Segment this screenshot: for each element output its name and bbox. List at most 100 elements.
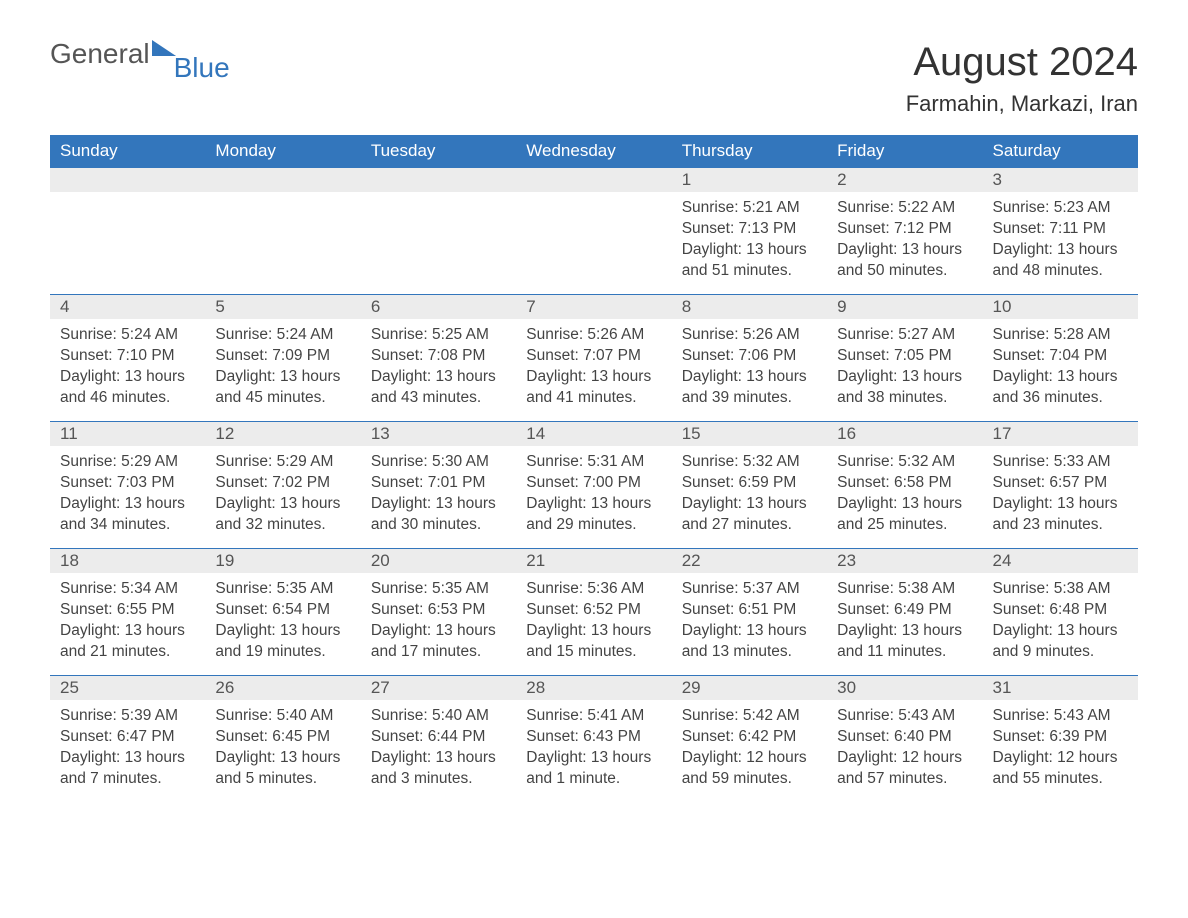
daylight-text: Daylight: 13 hours and 48 minutes. bbox=[993, 240, 1128, 282]
day-content: Sunrise: 5:32 AMSunset: 6:59 PMDaylight:… bbox=[672, 446, 827, 536]
weeks-container: 1Sunrise: 5:21 AMSunset: 7:13 PMDaylight… bbox=[50, 167, 1138, 802]
sunrise-text: Sunrise: 5:36 AM bbox=[526, 579, 661, 600]
sunset-text: Sunset: 6:39 PM bbox=[993, 727, 1128, 748]
day-content: Sunrise: 5:33 AMSunset: 6:57 PMDaylight:… bbox=[983, 446, 1138, 536]
day-number bbox=[361, 168, 516, 192]
day-number: 5 bbox=[205, 295, 360, 319]
sunset-text: Sunset: 6:51 PM bbox=[682, 600, 817, 621]
daylight-text: Daylight: 13 hours and 41 minutes. bbox=[526, 367, 661, 409]
week-row: 11Sunrise: 5:29 AMSunset: 7:03 PMDayligh… bbox=[50, 421, 1138, 548]
day-content: Sunrise: 5:26 AMSunset: 7:07 PMDaylight:… bbox=[516, 319, 671, 409]
logo-text-general: General bbox=[50, 40, 150, 68]
day-number: 11 bbox=[50, 422, 205, 446]
sunrise-text: Sunrise: 5:34 AM bbox=[60, 579, 195, 600]
day-content: Sunrise: 5:38 AMSunset: 6:48 PMDaylight:… bbox=[983, 573, 1138, 663]
sunset-text: Sunset: 6:43 PM bbox=[526, 727, 661, 748]
sunrise-text: Sunrise: 5:21 AM bbox=[682, 198, 817, 219]
sunset-text: Sunset: 7:02 PM bbox=[215, 473, 350, 494]
day-content: Sunrise: 5:25 AMSunset: 7:08 PMDaylight:… bbox=[361, 319, 516, 409]
day-content: Sunrise: 5:24 AMSunset: 7:09 PMDaylight:… bbox=[205, 319, 360, 409]
daylight-text: Daylight: 12 hours and 59 minutes. bbox=[682, 748, 817, 790]
day-content: Sunrise: 5:24 AMSunset: 7:10 PMDaylight:… bbox=[50, 319, 205, 409]
day-number: 23 bbox=[827, 549, 982, 573]
day-cell: 18Sunrise: 5:34 AMSunset: 6:55 PMDayligh… bbox=[50, 549, 205, 675]
logo-flag-icon bbox=[152, 40, 176, 56]
day-number: 19 bbox=[205, 549, 360, 573]
sunrise-text: Sunrise: 5:23 AM bbox=[993, 198, 1128, 219]
day-cell: 12Sunrise: 5:29 AMSunset: 7:02 PMDayligh… bbox=[205, 422, 360, 548]
day-content: Sunrise: 5:27 AMSunset: 7:05 PMDaylight:… bbox=[827, 319, 982, 409]
day-cell: 29Sunrise: 5:42 AMSunset: 6:42 PMDayligh… bbox=[672, 676, 827, 802]
daylight-text: Daylight: 13 hours and 11 minutes. bbox=[837, 621, 972, 663]
sunrise-text: Sunrise: 5:24 AM bbox=[215, 325, 350, 346]
daylight-text: Daylight: 13 hours and 29 minutes. bbox=[526, 494, 661, 536]
sunset-text: Sunset: 7:01 PM bbox=[371, 473, 506, 494]
daylight-text: Daylight: 13 hours and 51 minutes. bbox=[682, 240, 817, 282]
day-content: Sunrise: 5:29 AMSunset: 7:02 PMDaylight:… bbox=[205, 446, 360, 536]
sunset-text: Sunset: 6:58 PM bbox=[837, 473, 972, 494]
sunrise-text: Sunrise: 5:43 AM bbox=[837, 706, 972, 727]
sunrise-text: Sunrise: 5:41 AM bbox=[526, 706, 661, 727]
day-cell: 11Sunrise: 5:29 AMSunset: 7:03 PMDayligh… bbox=[50, 422, 205, 548]
day-content: Sunrise: 5:35 AMSunset: 6:54 PMDaylight:… bbox=[205, 573, 360, 663]
day-cell: 4Sunrise: 5:24 AMSunset: 7:10 PMDaylight… bbox=[50, 295, 205, 421]
sunrise-text: Sunrise: 5:39 AM bbox=[60, 706, 195, 727]
day-number: 6 bbox=[361, 295, 516, 319]
sunrise-text: Sunrise: 5:26 AM bbox=[526, 325, 661, 346]
daylight-text: Daylight: 13 hours and 15 minutes. bbox=[526, 621, 661, 663]
sunrise-text: Sunrise: 5:27 AM bbox=[837, 325, 972, 346]
day-content: Sunrise: 5:38 AMSunset: 6:49 PMDaylight:… bbox=[827, 573, 982, 663]
day-content: Sunrise: 5:31 AMSunset: 7:00 PMDaylight:… bbox=[516, 446, 671, 536]
day-number: 31 bbox=[983, 676, 1138, 700]
sunrise-text: Sunrise: 5:37 AM bbox=[682, 579, 817, 600]
sunrise-text: Sunrise: 5:24 AM bbox=[60, 325, 195, 346]
day-number: 28 bbox=[516, 676, 671, 700]
sunrise-text: Sunrise: 5:42 AM bbox=[682, 706, 817, 727]
day-number: 25 bbox=[50, 676, 205, 700]
day-number: 30 bbox=[827, 676, 982, 700]
day-cell: 19Sunrise: 5:35 AMSunset: 6:54 PMDayligh… bbox=[205, 549, 360, 675]
day-number: 8 bbox=[672, 295, 827, 319]
day-content: Sunrise: 5:21 AMSunset: 7:13 PMDaylight:… bbox=[672, 192, 827, 282]
day-number: 1 bbox=[672, 168, 827, 192]
day-cell: 28Sunrise: 5:41 AMSunset: 6:43 PMDayligh… bbox=[516, 676, 671, 802]
daylight-text: Daylight: 12 hours and 55 minutes. bbox=[993, 748, 1128, 790]
weekday-header: Sunday bbox=[50, 135, 205, 167]
sunrise-text: Sunrise: 5:40 AM bbox=[215, 706, 350, 727]
sunrise-text: Sunrise: 5:35 AM bbox=[371, 579, 506, 600]
sunrise-text: Sunrise: 5:28 AM bbox=[993, 325, 1128, 346]
daylight-text: Daylight: 13 hours and 17 minutes. bbox=[371, 621, 506, 663]
weekday-header: Tuesday bbox=[361, 135, 516, 167]
sunrise-text: Sunrise: 5:25 AM bbox=[371, 325, 506, 346]
day-number: 16 bbox=[827, 422, 982, 446]
daylight-text: Daylight: 13 hours and 38 minutes. bbox=[837, 367, 972, 409]
logo-text-blue: Blue bbox=[174, 54, 230, 82]
day-content: Sunrise: 5:28 AMSunset: 7:04 PMDaylight:… bbox=[983, 319, 1138, 409]
daylight-text: Daylight: 13 hours and 5 minutes. bbox=[215, 748, 350, 790]
day-content: Sunrise: 5:40 AMSunset: 6:44 PMDaylight:… bbox=[361, 700, 516, 790]
weekday-header: Saturday bbox=[983, 135, 1138, 167]
day-number: 4 bbox=[50, 295, 205, 319]
day-cell: 17Sunrise: 5:33 AMSunset: 6:57 PMDayligh… bbox=[983, 422, 1138, 548]
day-number: 13 bbox=[361, 422, 516, 446]
daylight-text: Daylight: 13 hours and 19 minutes. bbox=[215, 621, 350, 663]
daylight-text: Daylight: 12 hours and 57 minutes. bbox=[837, 748, 972, 790]
day-number: 20 bbox=[361, 549, 516, 573]
day-number: 12 bbox=[205, 422, 360, 446]
sunrise-text: Sunrise: 5:40 AM bbox=[371, 706, 506, 727]
daylight-text: Daylight: 13 hours and 9 minutes. bbox=[993, 621, 1128, 663]
day-content: Sunrise: 5:35 AMSunset: 6:53 PMDaylight:… bbox=[361, 573, 516, 663]
sunrise-text: Sunrise: 5:29 AM bbox=[215, 452, 350, 473]
day-number: 3 bbox=[983, 168, 1138, 192]
day-cell: 31Sunrise: 5:43 AMSunset: 6:39 PMDayligh… bbox=[983, 676, 1138, 802]
day-number bbox=[516, 168, 671, 192]
weekday-header: Wednesday bbox=[516, 135, 671, 167]
daylight-text: Daylight: 13 hours and 25 minutes. bbox=[837, 494, 972, 536]
daylight-text: Daylight: 13 hours and 50 minutes. bbox=[837, 240, 972, 282]
daylight-text: Daylight: 13 hours and 32 minutes. bbox=[215, 494, 350, 536]
week-row: 1Sunrise: 5:21 AMSunset: 7:13 PMDaylight… bbox=[50, 167, 1138, 294]
week-row: 4Sunrise: 5:24 AMSunset: 7:10 PMDaylight… bbox=[50, 294, 1138, 421]
sunrise-text: Sunrise: 5:38 AM bbox=[837, 579, 972, 600]
sunrise-text: Sunrise: 5:31 AM bbox=[526, 452, 661, 473]
day-number bbox=[205, 168, 360, 192]
